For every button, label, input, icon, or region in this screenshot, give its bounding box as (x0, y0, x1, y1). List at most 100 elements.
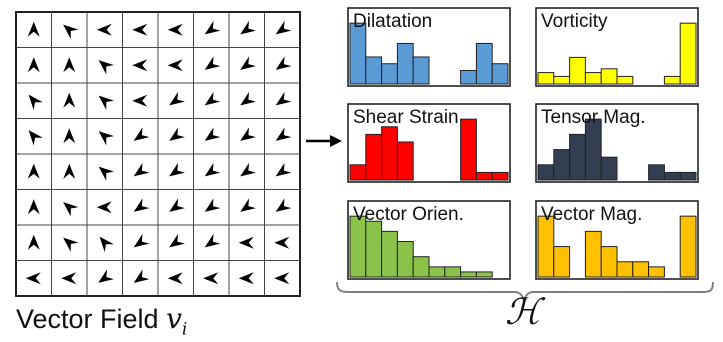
histogram-bar (475, 171, 493, 181)
vector-arrow (27, 163, 40, 179)
histogram-panel: Tensor Mag. (535, 103, 699, 183)
vector-arrow (169, 127, 185, 141)
histogram-bar (569, 133, 586, 181)
histogram-panel: Vorticity (535, 7, 699, 87)
vector-arrow (63, 24, 79, 39)
vector-arrow (63, 92, 76, 108)
vector-field-grid (15, 11, 301, 297)
vector-arrow (204, 233, 221, 248)
vector-arrow (169, 91, 185, 106)
histogram-bar (679, 22, 697, 85)
histogram-bar (537, 164, 555, 181)
vector-arrow (203, 272, 219, 285)
histogram-bar (600, 68, 618, 85)
histogram-bar (381, 126, 398, 181)
histogram-bar (460, 271, 477, 278)
histogram-bar (600, 156, 618, 181)
vector-field-caption: Vector Field vi (16, 302, 187, 340)
histogram-set-brace (336, 281, 714, 303)
vector-arrow (204, 56, 221, 70)
histogram-bar (553, 149, 571, 181)
vector-arrow (63, 128, 76, 144)
vector-arrow (204, 91, 221, 106)
histogram-bar (365, 133, 383, 181)
variable-subscript: i (181, 319, 188, 340)
vector-arrow (28, 130, 43, 146)
histogram-bar (648, 266, 665, 278)
histogram-bar (553, 75, 571, 85)
vector-arrow (96, 23, 112, 36)
vector-arrow (240, 162, 256, 177)
vector-arrow (204, 198, 221, 212)
vector-arrow (61, 272, 77, 285)
vector-arrow (132, 23, 148, 36)
histogram-bar (349, 22, 367, 85)
vector-arrow (240, 56, 256, 70)
histogram-bar (365, 56, 383, 85)
vector-arrow (169, 233, 185, 248)
vector-arrow (275, 127, 292, 141)
histogram-bar (475, 271, 493, 278)
vector-arrow (167, 23, 183, 36)
histogram-bar (632, 261, 650, 278)
vector-arrow (167, 272, 183, 285)
vector-arrow (133, 269, 150, 283)
histogram-bar (365, 220, 383, 278)
histogram-bar (396, 241, 414, 278)
vector-arrow (27, 234, 40, 250)
vector-arrow (63, 237, 79, 252)
histogram-bar (349, 215, 367, 278)
histogram-bar (679, 171, 697, 181)
histogram-bar (584, 118, 602, 181)
histogram-bar (663, 171, 681, 181)
vector-field-caption-text: Vector Field (16, 304, 159, 334)
histogram-bar (381, 230, 398, 278)
histogram-panels: Dilatation Vorticity Shear Strain Tensor Ma… (347, 7, 699, 280)
vector-arrow (167, 59, 183, 72)
histogram-bar (569, 56, 586, 85)
histogram-bar (553, 246, 571, 278)
histogram-bar (349, 164, 367, 181)
histogram-label: Tensor Mag. (541, 107, 646, 128)
vector-arrow (98, 166, 114, 181)
vector-arrow (25, 272, 41, 285)
histogram-bar (460, 118, 477, 181)
histogram-label: Dilatation (353, 11, 432, 32)
vector-arrow (98, 131, 114, 146)
vector-arrow (240, 198, 256, 212)
vector-arrow (133, 162, 150, 177)
vector-arrow (274, 272, 290, 285)
histogram-bar (444, 266, 462, 278)
vector-arrow (169, 198, 185, 212)
histogram-panel: Dilatation (347, 7, 511, 87)
vector-arrow (275, 162, 292, 177)
histogram-panel: Shear Strain (347, 103, 511, 183)
histogram-bar (663, 75, 681, 85)
vector-arrow (27, 21, 40, 37)
histogram-bar (475, 42, 493, 85)
vector-arrow (275, 91, 292, 106)
histogram-bar (491, 171, 509, 181)
vector-arrow (63, 57, 76, 73)
vector-arrow (63, 202, 79, 217)
vector-arrow (98, 269, 114, 283)
histogram-bar (537, 215, 555, 278)
vector-arrow (275, 56, 292, 70)
histogram-bar (396, 141, 414, 181)
vector-arrow (274, 236, 290, 249)
histogram-bar (648, 164, 665, 181)
vector-arrow (204, 162, 221, 177)
histogram-bar (616, 75, 634, 85)
vector-arrow (169, 162, 185, 177)
vector-arrow (132, 59, 148, 72)
vector-arrow (133, 198, 150, 212)
vector-arrow (63, 163, 76, 179)
vector-arrow (240, 127, 256, 141)
vector-arrow (98, 95, 114, 110)
vector-arrow (27, 57, 40, 73)
histogram-bar (491, 63, 509, 85)
histogram-bar (679, 215, 697, 278)
vector-arrow (204, 127, 221, 141)
vector-arrow (96, 201, 112, 214)
